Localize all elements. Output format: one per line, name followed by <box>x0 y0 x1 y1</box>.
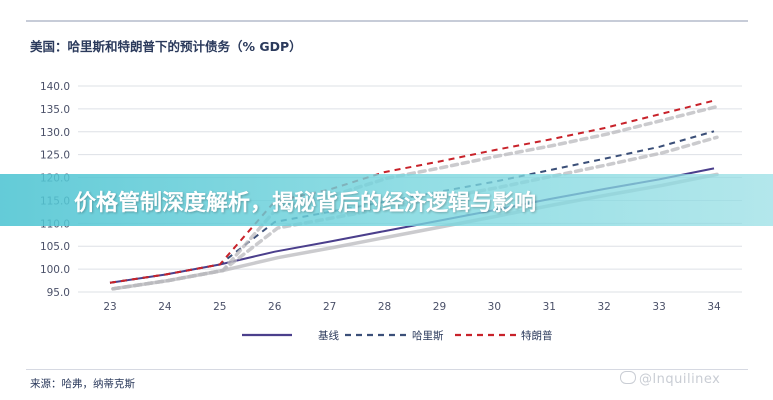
y-tick-label: 95.0 <box>47 287 70 299</box>
x-tick-label: 31 <box>543 301 556 313</box>
x-tick-label: 25 <box>213 301 226 313</box>
x-axis-ticks: 23 24 25 26 27 28 29 30 31 32 33 34 <box>103 301 721 313</box>
legend-label: 特朗普 <box>521 329 553 342</box>
headline-banner: 价格管制深度解析，揭秘背后的经济逻辑与影响 <box>0 174 773 226</box>
top-divider <box>26 20 748 22</box>
y-tick-label: 125.0 <box>40 150 70 162</box>
y-tick-label: 100.0 <box>40 264 70 276</box>
legend-label: 哈里斯 <box>412 329 444 342</box>
y-tick-label: 135.0 <box>40 104 70 116</box>
y-tick-label: 140.0 <box>40 81 70 93</box>
watermark-text: @lnquilinex <box>639 372 721 387</box>
x-tick-label: 27 <box>323 301 336 313</box>
watermark: @lnquilinex <box>620 371 720 387</box>
x-tick-label: 26 <box>268 301 282 313</box>
x-tick-label: 33 <box>652 301 665 313</box>
bottom-divider <box>26 369 748 370</box>
chart-title: 美国：哈里斯和特朗普下的预计债务（% GDP） <box>30 39 302 54</box>
x-tick-label: 28 <box>378 301 391 313</box>
x-tick-label: 32 <box>597 301 610 313</box>
weibo-icon <box>620 371 636 384</box>
series-shadow-2 <box>111 104 719 291</box>
x-tick-label: 30 <box>488 301 501 313</box>
series-line-2 <box>109 99 715 284</box>
source-note: 来源：哈弗，纳蒂克斯 <box>30 378 135 390</box>
legend-label: 基线 <box>318 329 339 342</box>
y-tick-label: 130.0 <box>40 127 70 139</box>
x-tick-label: 24 <box>158 301 172 313</box>
headline-text: 价格管制深度解析，揭秘背后的经济逻辑与影响 <box>74 191 537 216</box>
legend: 基线 哈里斯 特朗普 <box>242 329 553 342</box>
x-tick-label: 34 <box>707 301 721 313</box>
y-tick-label: 105.0 <box>40 241 70 253</box>
x-tick-label: 29 <box>433 301 446 313</box>
x-tick-label: 23 <box>103 301 116 313</box>
